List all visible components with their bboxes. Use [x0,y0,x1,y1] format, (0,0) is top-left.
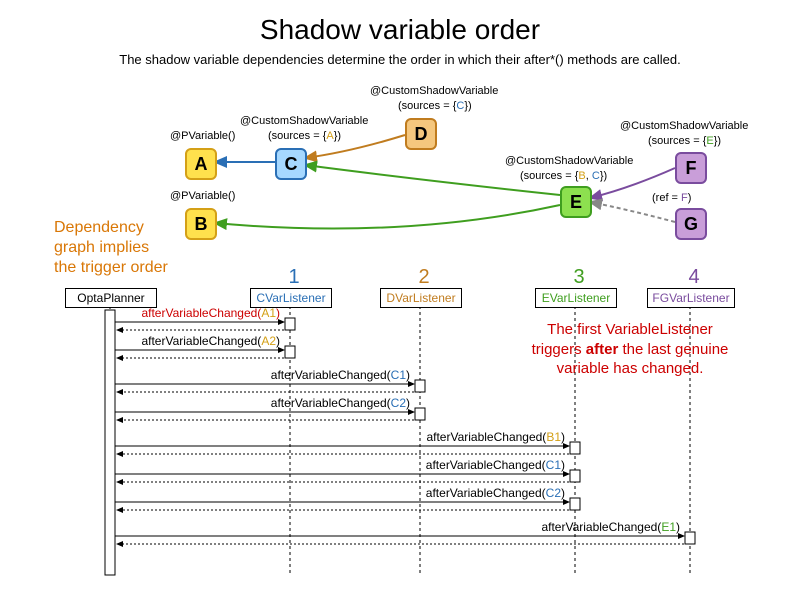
dependency-note: Dependencygraph impliesthe trigger order [54,218,168,278]
message-6: afterVariableChanged(C2) [115,486,565,500]
trigger-note: The first VariableListenertriggers after… [500,320,760,379]
order-num-3: 3 [569,266,589,289]
node-B-annotation: @PVariable() [170,190,235,202]
message-3: afterVariableChanged(C2) [115,396,410,410]
order-num-1: 1 [284,266,304,289]
node-D: D [405,118,437,150]
node-F: F [675,152,707,184]
node-G-sources: (ref = F) [652,192,691,204]
order-num-4: 4 [684,266,704,289]
node-C: C [275,148,307,180]
node-A-annotation: @PVariable() [170,130,235,142]
lane-head-4: FGVarListener [647,288,735,308]
message-5: afterVariableChanged(C1) [115,458,565,472]
node-B: B [185,208,217,240]
node-E: E [560,186,592,218]
order-num-2: 2 [414,266,434,289]
lane-head-2: DVarListener [380,288,462,308]
message-0: afterVariableChanged(A1) [115,306,280,320]
node-E-sources: (sources = {B, C}) [520,170,607,182]
message-2: afterVariableChanged(C1) [115,368,410,382]
edge-E-B [215,205,560,229]
node-E-annotation: @CustomShadowVariable [505,155,633,167]
lane-head-1: CVarListener [250,288,332,308]
message-1: afterVariableChanged(A2) [115,334,280,348]
edge-G-E [590,202,675,222]
node-F-annotation: @CustomShadowVariable [620,120,748,132]
node-C-annotation: @CustomShadowVariable [240,115,368,127]
node-C-sources: (sources = {A}) [268,130,341,142]
node-F-sources: (sources = {E}) [648,135,721,147]
message-7: afterVariableChanged(E1) [115,520,680,534]
lane-head-3: EVarListener [535,288,617,308]
node-D-sources: (sources = {C}) [398,100,472,112]
node-G: G [675,208,707,240]
node-A: A [185,148,217,180]
lane-head-0: OptaPlanner [65,288,157,308]
message-4: afterVariableChanged(B1) [115,430,565,444]
node-D-annotation: @CustomShadowVariable [370,85,498,97]
